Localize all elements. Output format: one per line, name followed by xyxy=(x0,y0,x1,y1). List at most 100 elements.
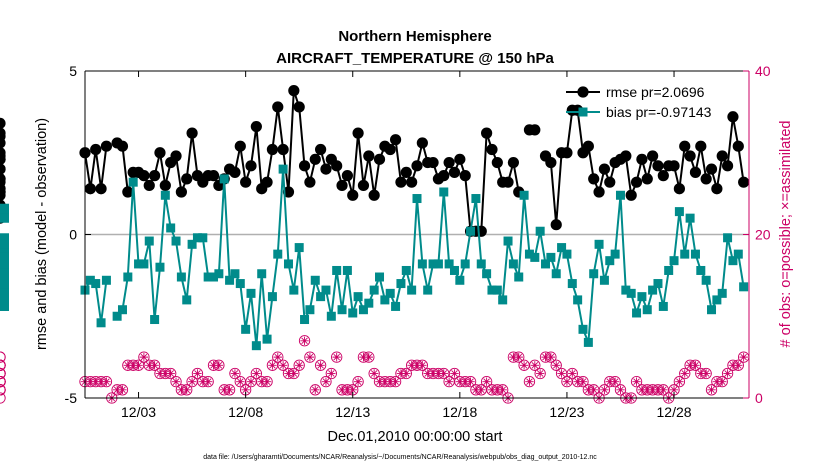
obs-assimilated-marker xyxy=(311,385,320,395)
bias-point xyxy=(0,246,9,256)
bias-point xyxy=(134,259,144,269)
rmse-point xyxy=(620,150,632,162)
rmse-point xyxy=(700,173,712,185)
obs-possible-marker xyxy=(0,376,6,388)
bias-point xyxy=(492,285,502,295)
bias-point xyxy=(733,249,743,259)
obs-assimilated-marker xyxy=(86,377,95,386)
obs-assimilated-marker xyxy=(680,369,689,378)
bias-point xyxy=(0,252,9,262)
obs-assimilated-marker xyxy=(225,385,234,395)
bias-point xyxy=(503,236,513,246)
bias-point xyxy=(171,236,181,246)
rmse-point xyxy=(373,153,386,165)
bias-point xyxy=(530,252,540,262)
bias-point xyxy=(439,187,449,197)
rmse-point xyxy=(352,127,364,139)
obs-assimilated-marker xyxy=(252,369,261,378)
bias-point xyxy=(0,295,9,305)
obs-assimilated-marker xyxy=(455,377,465,386)
obs-assimilated-marker xyxy=(236,377,245,386)
obs-assimilated-marker xyxy=(198,377,208,386)
obs-assimilated-marker xyxy=(305,352,315,362)
x-tick-label: 12/08 xyxy=(228,404,263,420)
obs-assimilated-marker xyxy=(380,377,390,386)
obs-assimilated-marker xyxy=(112,385,122,395)
rmse-point xyxy=(582,140,594,152)
rmse-point xyxy=(491,156,503,169)
rmse-point xyxy=(395,176,407,188)
rmse-point xyxy=(384,143,396,156)
obs-possible-marker xyxy=(293,359,305,371)
bias-point xyxy=(198,233,208,243)
obs-possible-marker xyxy=(272,351,284,363)
rmse-point xyxy=(598,163,611,175)
obs-possible-marker xyxy=(331,351,343,363)
bias-point xyxy=(326,311,336,321)
obs-possible-marker xyxy=(229,367,241,380)
rmse-point xyxy=(684,150,696,162)
bias-point xyxy=(160,190,170,200)
obs-possible-marker xyxy=(170,375,182,388)
obs-possible-marker xyxy=(325,367,337,380)
rmse-point xyxy=(90,143,102,156)
obs-possible-marker xyxy=(721,367,734,380)
y-tick-label: 5 xyxy=(69,63,77,79)
bias-point xyxy=(369,285,379,295)
obs-assimilated-marker xyxy=(493,385,502,395)
obs-assimilated-marker xyxy=(477,385,486,395)
rmse-point xyxy=(0,183,6,195)
obs-assimilated-marker xyxy=(632,377,641,386)
rmse-point xyxy=(122,186,134,198)
obs-assimilated-marker xyxy=(466,377,475,386)
obs-possible-marker xyxy=(0,384,6,396)
obs-assimilated-marker xyxy=(150,361,159,370)
obs-possible-marker xyxy=(480,375,493,388)
bias-point xyxy=(0,233,9,243)
bias-point xyxy=(514,272,524,282)
bias-point xyxy=(0,239,9,249)
rmse-point xyxy=(250,120,262,133)
bias-point xyxy=(583,337,593,347)
obs-assimilated-marker xyxy=(284,369,293,378)
legend-rmse-label: rmse pr=2.0696 xyxy=(606,84,705,100)
obs-assimilated-marker xyxy=(578,377,588,386)
rmse-point xyxy=(175,186,187,198)
obs-assimilated-marker xyxy=(289,369,299,378)
obs-assimilated-marker xyxy=(246,377,256,386)
rmse-point xyxy=(695,140,707,152)
bias-point xyxy=(626,288,636,298)
bias-point xyxy=(535,226,545,236)
obs-assimilated-marker xyxy=(364,352,374,362)
bias-point xyxy=(551,269,561,279)
obs-assimilated-marker xyxy=(696,369,706,378)
obs-assimilated-marker xyxy=(375,377,384,386)
bias-point xyxy=(508,259,518,269)
rmse-point xyxy=(454,153,466,165)
bias-point xyxy=(476,259,486,269)
bias-point xyxy=(546,252,556,262)
rmse-point xyxy=(0,117,6,129)
obs-assimilated-marker xyxy=(402,369,411,378)
rmse-point xyxy=(604,176,616,188)
rmse-point xyxy=(331,160,343,172)
x-tick-label: 12/03 xyxy=(121,404,156,420)
obs-assimilated-marker xyxy=(327,369,336,378)
legend-bias-marker xyxy=(578,107,588,117)
obs-assimilated-marker xyxy=(434,369,443,378)
obs-assimilated-marker xyxy=(685,361,695,370)
bias-point xyxy=(707,305,717,315)
obs-possible-marker xyxy=(191,367,204,380)
rmse-point xyxy=(304,176,316,188)
rmse-point xyxy=(406,176,418,188)
obs-possible-marker xyxy=(679,367,691,380)
rmse-point xyxy=(320,163,332,175)
bias-point xyxy=(187,239,197,249)
bias-point xyxy=(573,295,583,305)
obs-assimilated-marker xyxy=(423,369,432,378)
bias-point xyxy=(471,194,481,204)
bias-point xyxy=(433,259,443,269)
bias-point xyxy=(0,259,9,269)
rmse-point xyxy=(234,140,246,152)
bias-point xyxy=(0,203,9,213)
